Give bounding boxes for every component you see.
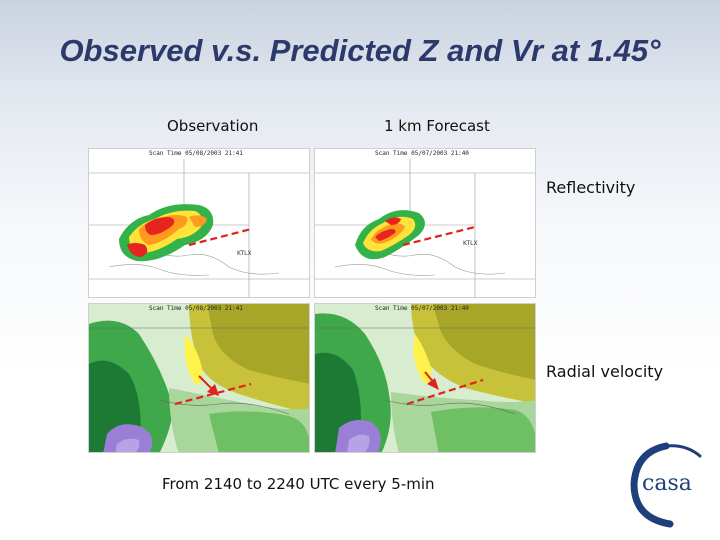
observed-velocity-panel: Scan Time 05/08/2003 21:41 (88, 303, 310, 453)
forecast-reflectivity-panel: KTLX Scan Time 05/07/2003 21:40 (314, 148, 536, 298)
casa-logo-mark: casa (630, 442, 702, 528)
observed-reflectivity-panel: KTLX Scan Time 05/08/2003 21:41 (88, 148, 310, 298)
scan-time-label: Scan Time 05/07/2003 21:40 (375, 305, 469, 312)
scan-time-label: Scan Time 05/07/2003 21:40 (375, 150, 469, 157)
logo-text: casa (642, 471, 692, 496)
svg-text:KTLX: KTLX (463, 240, 478, 247)
forecast-velocity-map (315, 304, 535, 452)
observation-label: Observation (167, 117, 259, 135)
caption: From 2140 to 2240 UTC every 5-min (162, 475, 435, 493)
casa-logo: casa (626, 438, 708, 528)
forecast-label: 1 km Forecast (384, 117, 490, 135)
forecast-reflectivity-map: KTLX (315, 149, 535, 297)
radial-velocity-label: Radial velocity (546, 362, 664, 381)
observed-velocity-map (89, 304, 309, 452)
reflectivity-label: Reflectivity (546, 178, 636, 197)
svg-text:KTLX: KTLX (237, 250, 252, 257)
scan-time-label: Scan Time 05/08/2003 21:41 (149, 305, 243, 312)
slide-title: Observed v.s. Predicted Z and Vr at 1.45… (59, 33, 661, 68)
scan-time-label: Scan Time 05/08/2003 21:41 (149, 150, 243, 157)
observed-reflectivity-map: KTLX (89, 149, 309, 297)
forecast-velocity-panel: Scan Time 05/07/2003 21:40 (314, 303, 536, 453)
